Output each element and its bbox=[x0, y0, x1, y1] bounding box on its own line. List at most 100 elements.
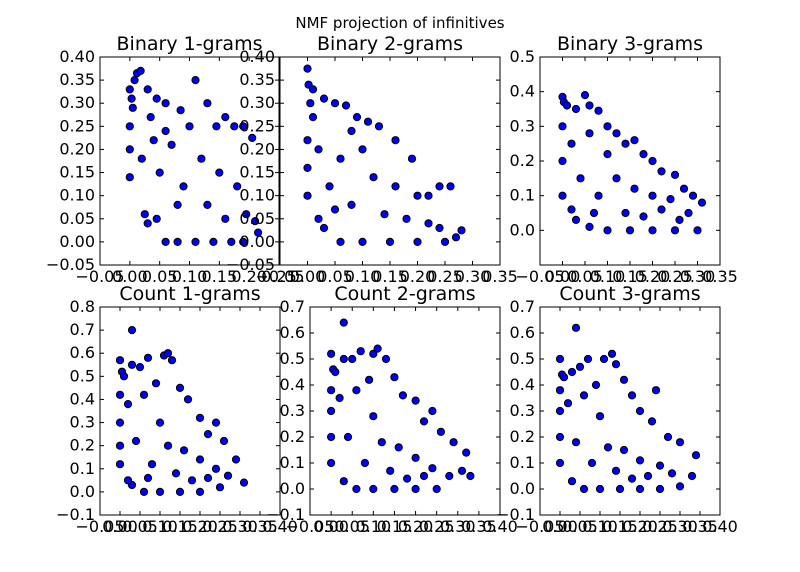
data-point bbox=[327, 386, 336, 395]
data-point bbox=[143, 473, 153, 483]
data-point bbox=[343, 432, 353, 442]
subplot-6: Count 3-grams−0.050.000.050.100.150.200.… bbox=[496, 283, 738, 536]
data-point bbox=[440, 237, 450, 246]
data-point bbox=[363, 117, 373, 126]
data-point bbox=[432, 484, 441, 494]
data-point bbox=[203, 99, 212, 108]
data-point bbox=[155, 487, 165, 496]
data-point bbox=[571, 104, 581, 114]
data-point bbox=[436, 427, 445, 436]
data-point bbox=[457, 226, 466, 235]
data-point bbox=[167, 140, 176, 149]
data-point bbox=[167, 356, 177, 365]
data-point bbox=[670, 226, 680, 235]
data-point bbox=[403, 474, 412, 483]
data-point bbox=[115, 356, 125, 365]
data-point bbox=[319, 94, 329, 103]
data-point bbox=[558, 191, 567, 200]
data-point bbox=[254, 228, 263, 237]
x-tick-label: −0.05 bbox=[75, 517, 124, 536]
subplot-2: Binary 2-grams−0.050.000.050.100.150.200… bbox=[226, 33, 518, 286]
data-point bbox=[407, 154, 417, 163]
data-point bbox=[575, 362, 585, 371]
x-tick-label: 0.30 bbox=[440, 517, 476, 536]
data-point bbox=[191, 76, 200, 85]
data-point bbox=[607, 349, 617, 358]
x-tick-label: 0.30 bbox=[662, 517, 698, 536]
data-point bbox=[380, 210, 389, 219]
data-point bbox=[360, 458, 369, 468]
data-point bbox=[555, 386, 565, 395]
data-point bbox=[611, 466, 621, 475]
data-point bbox=[679, 184, 689, 193]
data-point bbox=[336, 154, 345, 163]
x-tick-label: 0.05 bbox=[334, 517, 370, 536]
y-tick-label: 0.0 bbox=[70, 482, 95, 501]
data-point bbox=[341, 101, 351, 110]
data-point bbox=[457, 466, 467, 475]
data-point bbox=[175, 383, 185, 392]
data-point bbox=[693, 226, 702, 235]
subplot-title: Count 1-grams bbox=[119, 283, 260, 305]
data-point bbox=[331, 367, 340, 377]
data-point bbox=[365, 375, 374, 384]
subplot-3: Binary 3-grams−0.050.000.050.100.150.200… bbox=[510, 33, 738, 286]
data-point bbox=[135, 363, 145, 372]
data-point bbox=[191, 237, 200, 246]
scatter-points bbox=[115, 326, 249, 496]
subplot-title: Binary 1-grams bbox=[117, 33, 263, 55]
data-point bbox=[327, 432, 336, 442]
y-tick-label: 0.40 bbox=[59, 47, 95, 66]
x-tick-label: 0.40 bbox=[262, 517, 298, 536]
data-point bbox=[612, 174, 621, 183]
data-point bbox=[595, 484, 605, 494]
y-tick-label: 0.7 bbox=[280, 297, 305, 316]
subplot-1: Binary 1-grams−0.050.000.050.100.150.200… bbox=[46, 33, 297, 286]
y-tick-label: 0.15 bbox=[239, 163, 275, 182]
x-tick-label: 0.30 bbox=[455, 267, 491, 286]
axes-frame bbox=[309, 306, 501, 516]
data-point bbox=[352, 386, 361, 395]
data-point bbox=[152, 94, 161, 103]
y-tick-label: 0.0 bbox=[510, 479, 535, 498]
data-point bbox=[195, 455, 205, 464]
data-point bbox=[203, 473, 213, 483]
x-tick-label: 0.15 bbox=[377, 517, 413, 536]
data-point bbox=[155, 418, 165, 427]
data-point bbox=[171, 469, 181, 478]
x-tick-label: 0.15 bbox=[202, 267, 238, 286]
data-point bbox=[589, 208, 599, 218]
data-point bbox=[125, 145, 134, 154]
x-tick-label: 0.15 bbox=[612, 267, 648, 286]
data-point bbox=[603, 226, 612, 235]
data-point bbox=[219, 436, 229, 446]
data-point bbox=[115, 390, 125, 399]
x-tick-label: 0.15 bbox=[162, 517, 198, 536]
y-tick-label: 0.5 bbox=[510, 349, 535, 368]
data-point bbox=[630, 184, 639, 193]
data-point bbox=[562, 101, 572, 110]
data-point bbox=[137, 154, 146, 163]
data-point bbox=[576, 174, 585, 183]
x-tick-label: 0.20 bbox=[635, 267, 671, 286]
data-point bbox=[555, 432, 565, 442]
data-point bbox=[339, 318, 348, 327]
data-point bbox=[627, 474, 637, 483]
data-point bbox=[567, 205, 576, 214]
data-point bbox=[161, 237, 170, 246]
data-point bbox=[327, 458, 336, 468]
data-point bbox=[179, 182, 188, 191]
y-tick-label: 0.4 bbox=[510, 82, 535, 101]
data-point bbox=[352, 484, 361, 494]
x-tick-label: 0.25 bbox=[419, 517, 455, 536]
data-point bbox=[446, 182, 455, 191]
y-tick-label: −0.05 bbox=[226, 255, 275, 274]
x-tick-label: 0.10 bbox=[582, 517, 618, 536]
y-tick-label: 0.5 bbox=[280, 349, 305, 368]
scatter-points bbox=[555, 323, 701, 494]
x-tick-label: 0.10 bbox=[345, 267, 381, 286]
data-point bbox=[163, 441, 173, 450]
data-point bbox=[563, 399, 573, 408]
subplot-4: Count 1-grams−0.050.000.050.100.150.200.… bbox=[56, 283, 298, 536]
